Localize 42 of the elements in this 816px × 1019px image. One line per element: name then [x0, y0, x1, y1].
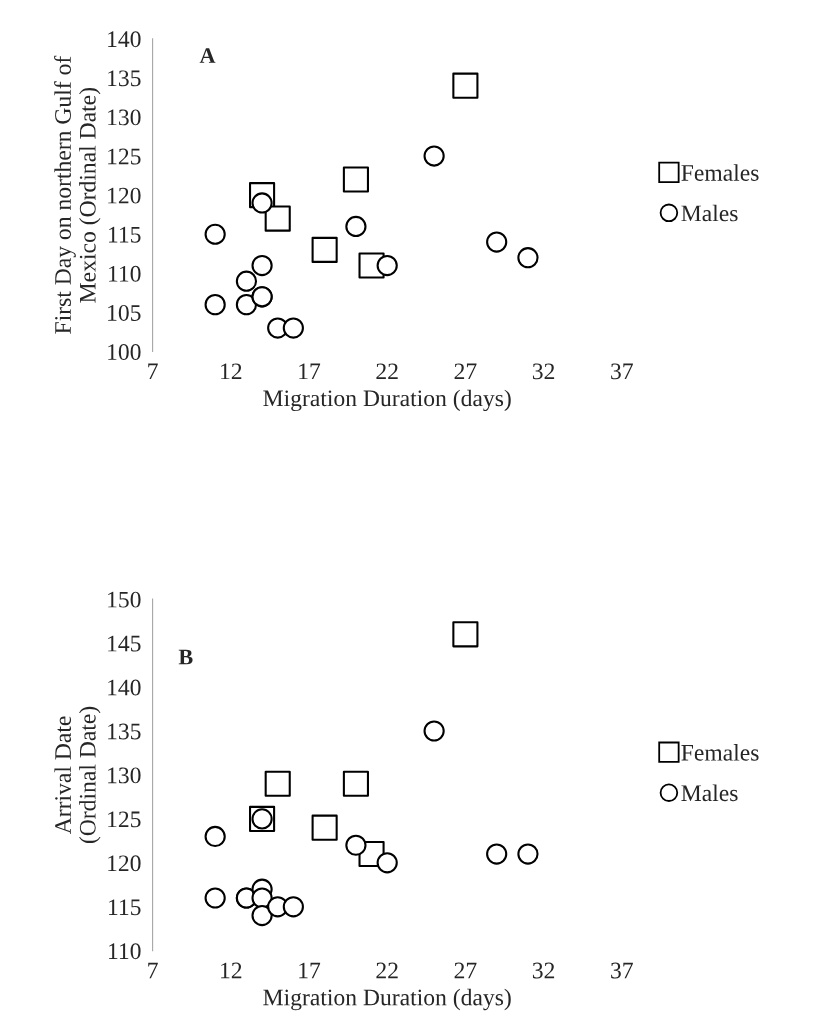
annotation: A: [199, 48, 216, 63]
x-tick-label: 22: [376, 962, 398, 979]
x-tick-label: 32: [532, 363, 555, 380]
y-tick-label: 125: [108, 811, 141, 828]
y-tick-label: 110: [109, 943, 141, 960]
annotation: B: [178, 649, 193, 665]
legend-label: Females: [681, 744, 759, 761]
x-tick-label: 7: [148, 962, 158, 979]
x-tick-label: 22: [376, 363, 398, 380]
legend-label: Males: [681, 784, 738, 802]
y-tick-label: 130: [108, 767, 141, 784]
y-tick-label: 140: [108, 31, 141, 48]
x-tick-label: 37: [611, 962, 633, 979]
legend-label: Males: [681, 204, 738, 222]
y-tick-label: 140: [108, 679, 141, 696]
y-tick-label: 130: [108, 109, 141, 126]
legend-label: Females: [681, 164, 759, 181]
x-tick-label: 12: [221, 962, 242, 979]
y-tick-label: 110: [109, 265, 141, 282]
y-tick-label: 100: [108, 344, 141, 360]
y-axis-title: Arrival Date (Ordinal Date): [54, 706, 101, 844]
y-tick-label: 145: [108, 635, 141, 652]
y-tick-label: 105: [108, 304, 141, 321]
y-axis-title: First Day on northern Gulf of Mexico (Ordinal Date): [54, 55, 101, 334]
x-tick-label: 37: [611, 363, 633, 380]
y-tick-label: 135: [108, 723, 141, 740]
y-tick-label: 150: [108, 591, 141, 608]
y-tick-label: 120: [108, 187, 141, 204]
x-tick-label: 27: [454, 962, 477, 979]
x-tick-label: 27: [454, 363, 477, 380]
x-tick-label: 17: [299, 363, 321, 380]
y-tick-label: 120: [108, 855, 141, 872]
y-tick-label: 115: [109, 899, 141, 916]
x-tick-label: 7: [148, 363, 158, 380]
y-tick-label: 125: [108, 148, 141, 165]
y-tick-label: 135: [108, 70, 141, 87]
x-tick-label: 12: [221, 363, 242, 380]
x-tick-label: 17: [299, 962, 321, 979]
x-axis-title: Migration Duration (days): [263, 988, 511, 1011]
x-tick-label: 32: [532, 962, 555, 979]
x-axis-title: Migration Duration (days): [263, 389, 511, 412]
y-tick-label: 115: [109, 226, 141, 243]
